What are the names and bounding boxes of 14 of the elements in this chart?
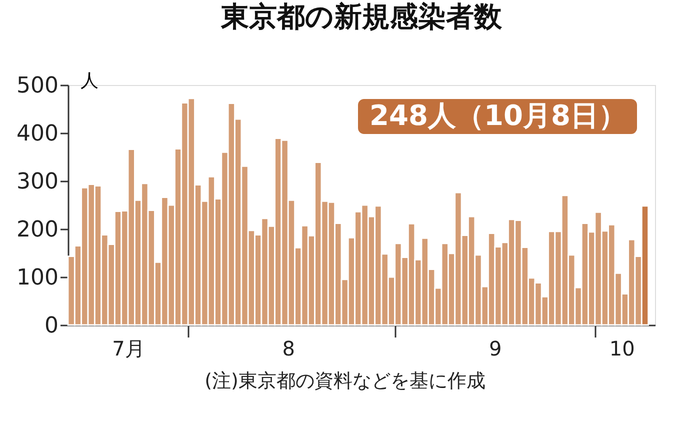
chart-title: 東京都の新規感染者数	[220, 0, 503, 33]
x-tick-label: 7月	[112, 336, 145, 360]
x-tick-label: 8	[282, 336, 295, 360]
y-tick-label: 100	[16, 266, 58, 290]
y-tick-label: 500	[16, 74, 58, 98]
y-tick-label: 300	[16, 170, 58, 194]
x-tick-label: 9	[489, 336, 502, 360]
y-axis-title: 人	[80, 70, 98, 92]
annotation: 248人（10月8日）	[370, 99, 626, 132]
y-tick-label: 0	[44, 314, 58, 338]
y-tick-label: 200	[16, 218, 58, 242]
text: (注)東京都の資料などを基に作成	[204, 370, 486, 392]
y-tick-label: 400	[16, 122, 58, 146]
x-tick-label: 10	[609, 336, 635, 360]
